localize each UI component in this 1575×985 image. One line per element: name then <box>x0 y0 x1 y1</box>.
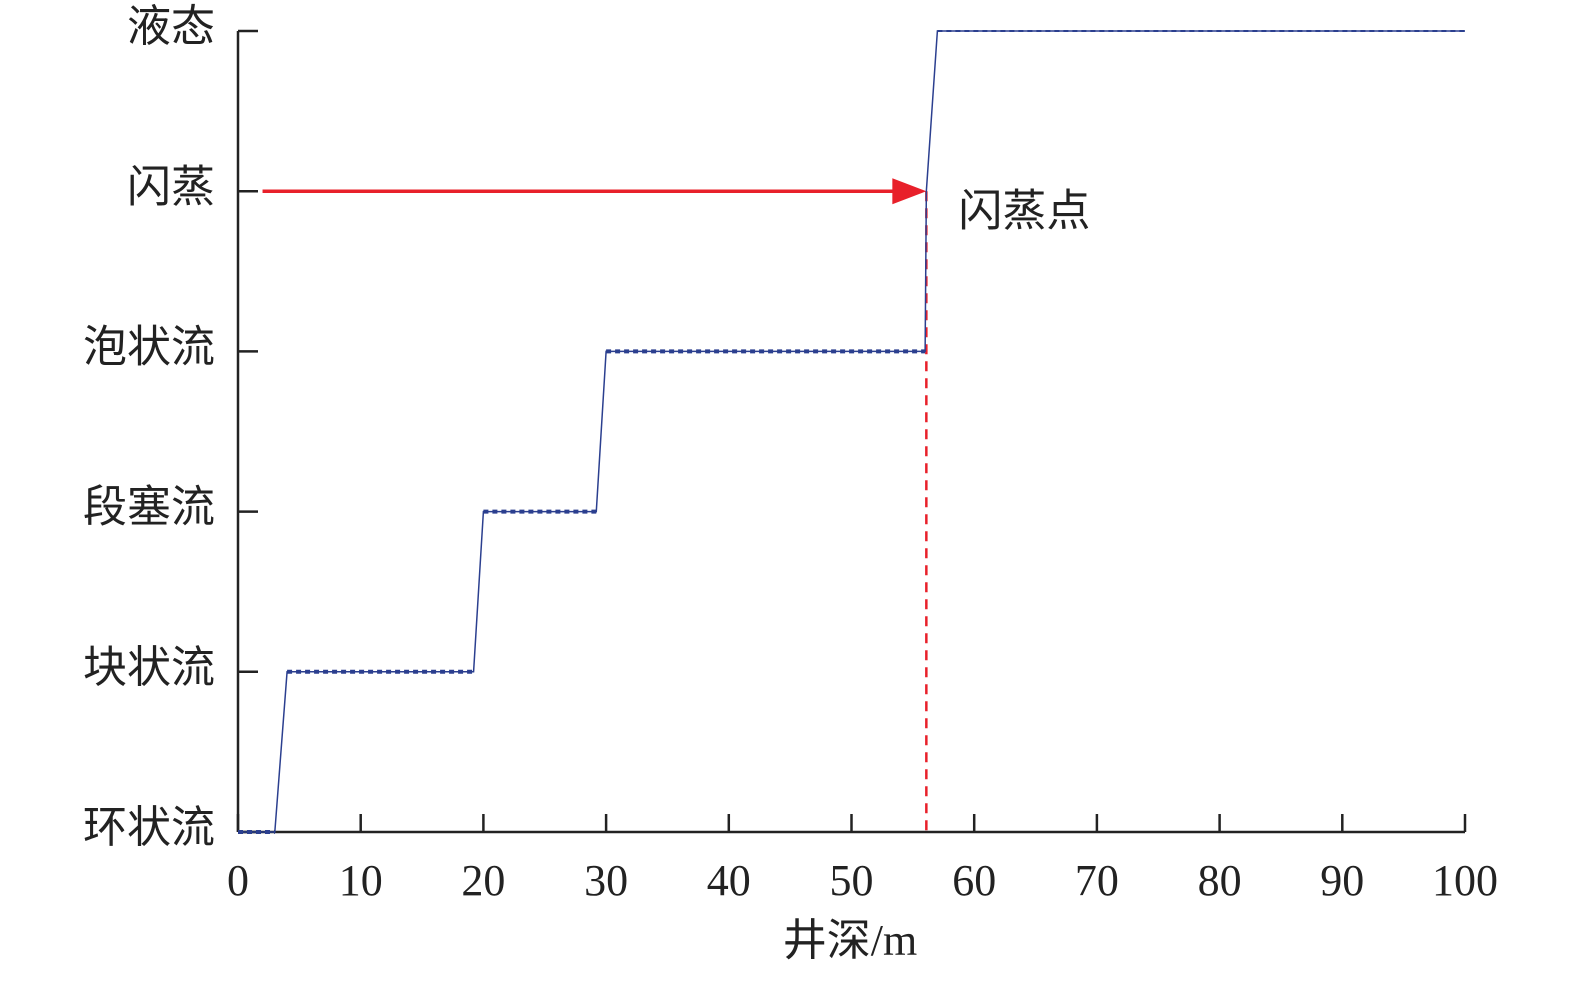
x-tick-label: 70 <box>1075 856 1119 905</box>
arrow-head <box>892 178 927 205</box>
x-tick-label: 0 <box>227 856 249 905</box>
x-tick-label: 100 <box>1432 856 1498 905</box>
y-tick-label: 块状流 <box>83 643 215 692</box>
y-tick-label: 段塞流 <box>83 483 215 532</box>
y-tick-label: 液态 <box>127 2 215 51</box>
flash-label: 闪蒸点 <box>958 186 1090 235</box>
x-tick-label: 10 <box>339 856 383 905</box>
x-tick-label: 90 <box>1320 856 1364 905</box>
x-tick-label: 40 <box>707 856 751 905</box>
x-tick-label: 50 <box>830 856 874 905</box>
x-axis-title: 井深/m <box>783 916 917 965</box>
x-tick-label: 20 <box>461 856 505 905</box>
data-line <box>238 30 1465 833</box>
y-tick-label: 泡状流 <box>83 322 215 371</box>
x-tick-label: 60 <box>952 856 996 905</box>
y-tick-label: 闪蒸 <box>127 162 215 211</box>
x-tick-label: 80 <box>1198 856 1242 905</box>
y-tick-label: 环状流 <box>83 803 215 852</box>
x-tick-label: 30 <box>584 856 628 905</box>
